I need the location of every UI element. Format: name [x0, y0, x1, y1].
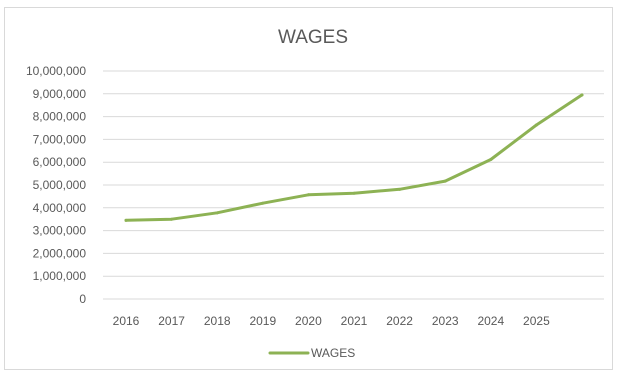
chart-area [4, 7, 613, 370]
data-point [261, 201, 265, 205]
y-tick-label: 9,000,000 [33, 87, 87, 101]
x-tick-label: 2022 [386, 314, 413, 328]
y-tick-label: 1,000,000 [33, 269, 87, 283]
y-tick-label: 7,000,000 [33, 132, 87, 146]
data-point [580, 93, 584, 97]
y-tick-label: 2,000,000 [33, 246, 87, 260]
x-tick-label: 2025 [523, 314, 550, 328]
y-tick-label: 6,000,000 [33, 155, 87, 169]
data-point [352, 191, 356, 195]
y-tick-label: 0 [79, 292, 86, 306]
series-lines [124, 93, 584, 222]
y-axis-tick-labels: 0 1,000,000 2,000,000 3,000,000 4,000,000 5,0… [26, 64, 86, 306]
x-tick-label: 2023 [432, 314, 459, 328]
x-axis-tick-labels: 2016 2017 2018 2019 2020 2021 2022 2023 2024 2025 [113, 314, 550, 328]
data-point [124, 218, 128, 222]
y-tick-label: 5,000,000 [33, 178, 87, 192]
x-tick-label: 2018 [204, 314, 231, 328]
data-point [215, 211, 219, 215]
data-point [170, 217, 174, 221]
y-tick-label: 8,000,000 [33, 110, 87, 124]
x-tick-label: 2017 [158, 314, 185, 328]
x-tick-label: 2021 [341, 314, 368, 328]
legend-label-wages: WAGES [311, 346, 355, 360]
data-point [306, 193, 310, 197]
data-point [489, 157, 493, 161]
y-tick-label: 10,000,000 [26, 64, 86, 78]
x-tick-label: 2024 [477, 314, 504, 328]
x-tick-label: 2016 [113, 314, 140, 328]
x-tick-label: 2020 [295, 314, 322, 328]
chart-title: WAGES [278, 27, 348, 48]
data-point [443, 179, 447, 183]
series-line-wages [124, 93, 584, 222]
y-tick-label: 3,000,000 [33, 224, 87, 238]
y-tick-label: 4,000,000 [33, 201, 87, 215]
data-point [398, 187, 402, 191]
legend: WAGES [268, 346, 355, 360]
gridlines [103, 70, 604, 300]
x-tick-label: 2019 [249, 314, 276, 328]
data-point [534, 123, 538, 127]
